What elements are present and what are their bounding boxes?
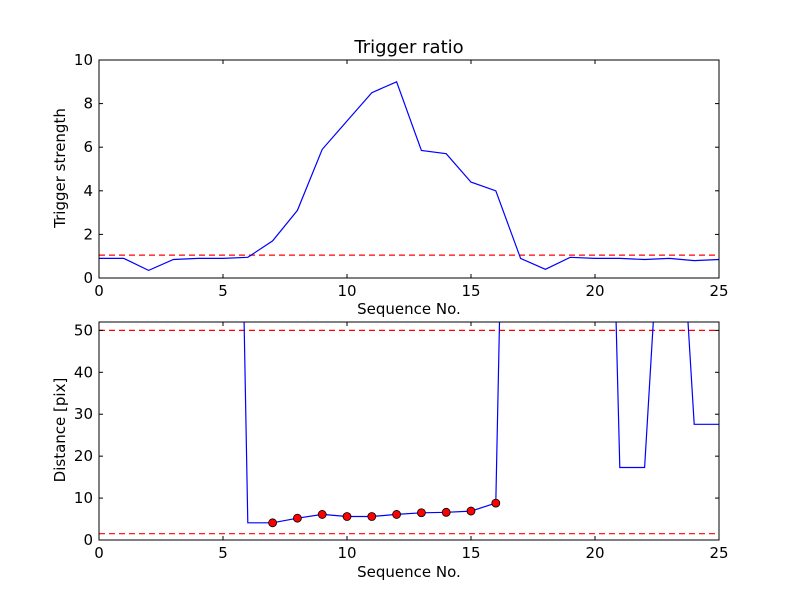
plot-frame bbox=[98, 59, 720, 279]
x-tick-label: 20 bbox=[585, 544, 604, 562]
x-tick-label: 15 bbox=[461, 544, 480, 562]
y-tick-label: 10 bbox=[74, 51, 93, 69]
x-tick-label: 10 bbox=[337, 282, 356, 300]
data-point bbox=[367, 512, 377, 521]
x-tick-label: 5 bbox=[218, 544, 228, 562]
x-tick-label: 0 bbox=[94, 544, 104, 562]
x-tick-label: 20 bbox=[585, 282, 604, 300]
y-tick-label: 10 bbox=[74, 489, 93, 507]
data-point bbox=[416, 508, 426, 518]
data-point bbox=[342, 512, 352, 521]
data-point bbox=[392, 510, 402, 519]
trigger-ratio-chart: Trigger ratio Sequence No. Trigger stren… bbox=[51, 37, 729, 318]
plot-frame bbox=[98, 321, 720, 541]
series-line bbox=[687, 322, 719, 425]
y-tick-label: 0 bbox=[83, 531, 93, 549]
x-tick-label: 5 bbox=[218, 282, 228, 300]
distance-chart: Sequence No. Distance [pix] 0 5 10 15 20 25 0 1… bbox=[51, 321, 729, 581]
y-tick-label: 2 bbox=[83, 225, 93, 243]
series-line bbox=[615, 322, 654, 469]
y-tick-label: 0 bbox=[83, 269, 93, 287]
data-point bbox=[317, 510, 327, 519]
x-axis-label: Sequence No. bbox=[357, 563, 461, 581]
data-point bbox=[268, 518, 278, 528]
y-tick-label: 50 bbox=[74, 321, 93, 339]
y-tick-label: 4 bbox=[83, 182, 93, 200]
x-tick-label: 15 bbox=[461, 282, 480, 300]
plot-area bbox=[99, 80, 719, 272]
y-tick-label: 8 bbox=[83, 95, 93, 113]
x-tick-label: 25 bbox=[709, 544, 728, 562]
y-tick-label: 40 bbox=[74, 363, 93, 381]
x-axis-label: Sequence No. bbox=[357, 300, 461, 318]
y-axis-label: Distance [pix] bbox=[51, 378, 69, 483]
x-tick-label: 25 bbox=[709, 282, 728, 300]
x-tick-label: 10 bbox=[337, 544, 356, 562]
y-tick-label: 20 bbox=[74, 447, 93, 465]
data-point bbox=[292, 513, 302, 523]
y-tick-label: 6 bbox=[83, 138, 93, 156]
x-tick-label: 0 bbox=[94, 282, 104, 300]
series-line bbox=[99, 80, 719, 272]
y-axis-label: Trigger strength bbox=[51, 108, 69, 229]
data-point bbox=[441, 507, 451, 517]
plot-area bbox=[99, 322, 719, 535]
data-point bbox=[466, 506, 476, 516]
y-tick-label: 30 bbox=[74, 405, 93, 423]
data-point bbox=[491, 498, 501, 508]
chart-title: Trigger ratio bbox=[353, 37, 463, 58]
